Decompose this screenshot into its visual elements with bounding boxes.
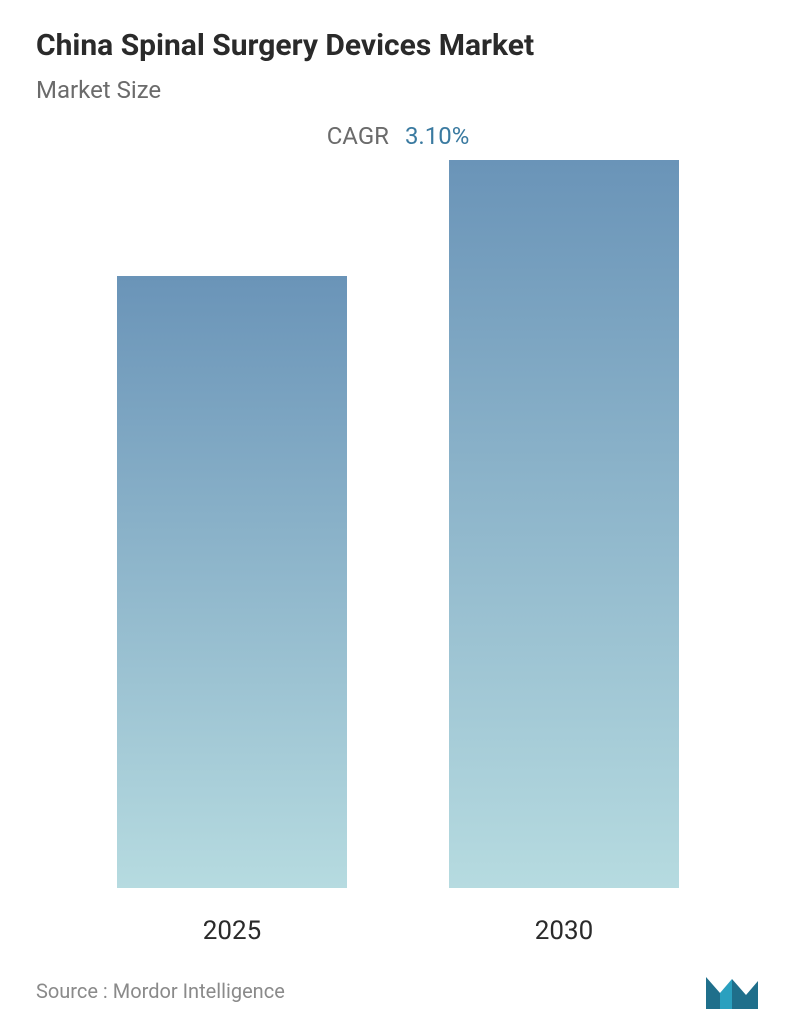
x-label-2030: 2030 [449, 916, 679, 946]
brand-logo-icon [704, 971, 760, 1011]
chart-plot-area: 2025 2030 [36, 160, 760, 958]
bar-slot-2030 [449, 160, 679, 888]
chart-title: China Spinal Surgery Devices Market [36, 28, 760, 64]
cagr-row: CAGR 3.10% [36, 122, 760, 150]
source-text: Source : Mordor Intelligence [36, 979, 285, 1003]
bar-2025 [117, 276, 347, 888]
chart-container: China Spinal Surgery Devices Market Mark… [0, 0, 796, 1034]
bar-slot-2025 [117, 160, 347, 888]
chart-subtitle: Market Size [36, 76, 760, 104]
cagr-label: CAGR [327, 122, 389, 150]
chart-footer: Source : Mordor Intelligence [36, 958, 760, 1014]
bars-wrap [36, 160, 760, 888]
cagr-value: 3.10% [405, 122, 469, 150]
x-axis-labels: 2025 2030 [36, 916, 760, 946]
bar-2030 [449, 160, 679, 888]
x-label-2025: 2025 [117, 916, 347, 946]
